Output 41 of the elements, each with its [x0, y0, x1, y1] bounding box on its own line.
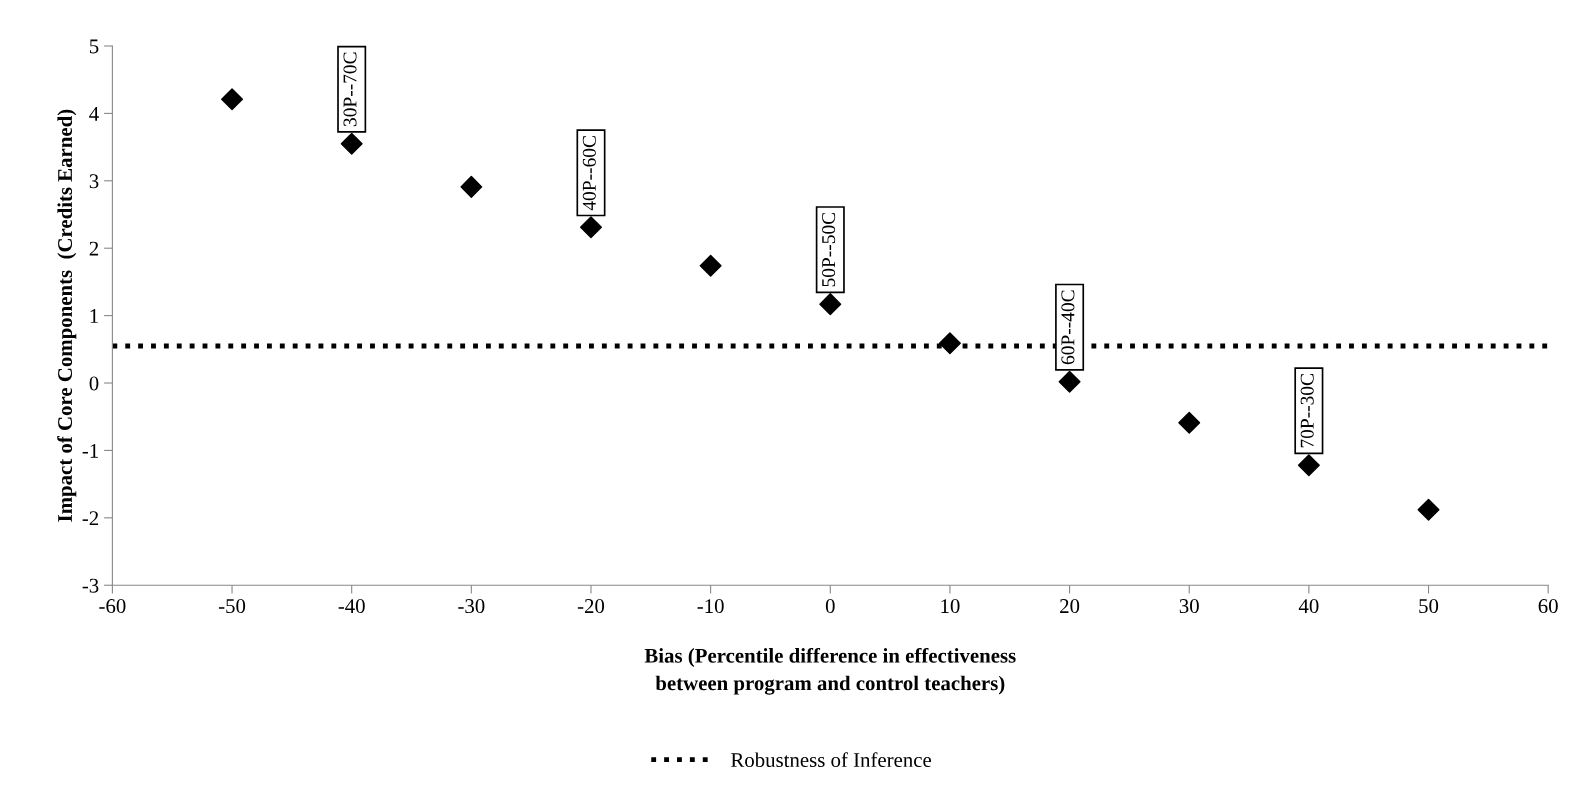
- annotation: 60P--40C: [1061, 290, 1075, 365]
- y-tick-label: 4: [89, 106, 99, 121]
- x-tick-label: -40: [338, 599, 365, 614]
- annotation: 30P--70C: [343, 52, 357, 127]
- point: [1178, 411, 1201, 434]
- point: [699, 254, 722, 277]
- point: [340, 132, 363, 155]
- x-tick-label: -10: [697, 599, 724, 614]
- y-tick-label: -3: [82, 578, 99, 593]
- y-tick-label: 3: [89, 174, 99, 189]
- x-tick-label: -50: [218, 599, 246, 614]
- y-tick-label: 1: [90, 309, 98, 323]
- x-tick-label: 0: [825, 599, 835, 614]
- annotation: 50P--50C: [822, 212, 836, 287]
- point: [819, 293, 842, 316]
- y-tick-label: 5: [89, 39, 99, 54]
- x-tick-label: 30: [1179, 599, 1199, 614]
- y-axis-title: Impact of Core Components (Credits Earned): [57, 109, 77, 522]
- y-tick-label: 2: [89, 241, 99, 256]
- x-tick-label: 10: [941, 599, 960, 614]
- annotation: 70P--30C: [1300, 374, 1314, 448]
- point: [1417, 498, 1440, 521]
- point: [1297, 454, 1320, 477]
- x-tick-label: 60: [1538, 599, 1558, 614]
- legend-label: Robustness of Inference: [731, 752, 932, 768]
- x-axis-title: Bias (Percentile difference in effectiveness between program and control teachers): [644, 647, 1016, 695]
- point: [579, 216, 602, 239]
- annotation: 40P--60C: [582, 136, 596, 211]
- y-tick-label: -2: [82, 511, 99, 526]
- y-tick-label: -1: [82, 443, 98, 458]
- x-tick-label: -60: [99, 599, 126, 614]
- x-tick-label: -20: [577, 599, 605, 614]
- y-tick-label: 0: [89, 376, 99, 391]
- x-tick-label: 40: [1298, 599, 1319, 614]
- x-tick-label: 20: [1060, 599, 1080, 614]
- point: [221, 88, 244, 111]
- point: [1058, 370, 1081, 393]
- x-tick-label: 50: [1419, 599, 1439, 614]
- x-tick-label: -30: [458, 599, 485, 614]
- point: [938, 332, 961, 355]
- point: [460, 175, 483, 198]
